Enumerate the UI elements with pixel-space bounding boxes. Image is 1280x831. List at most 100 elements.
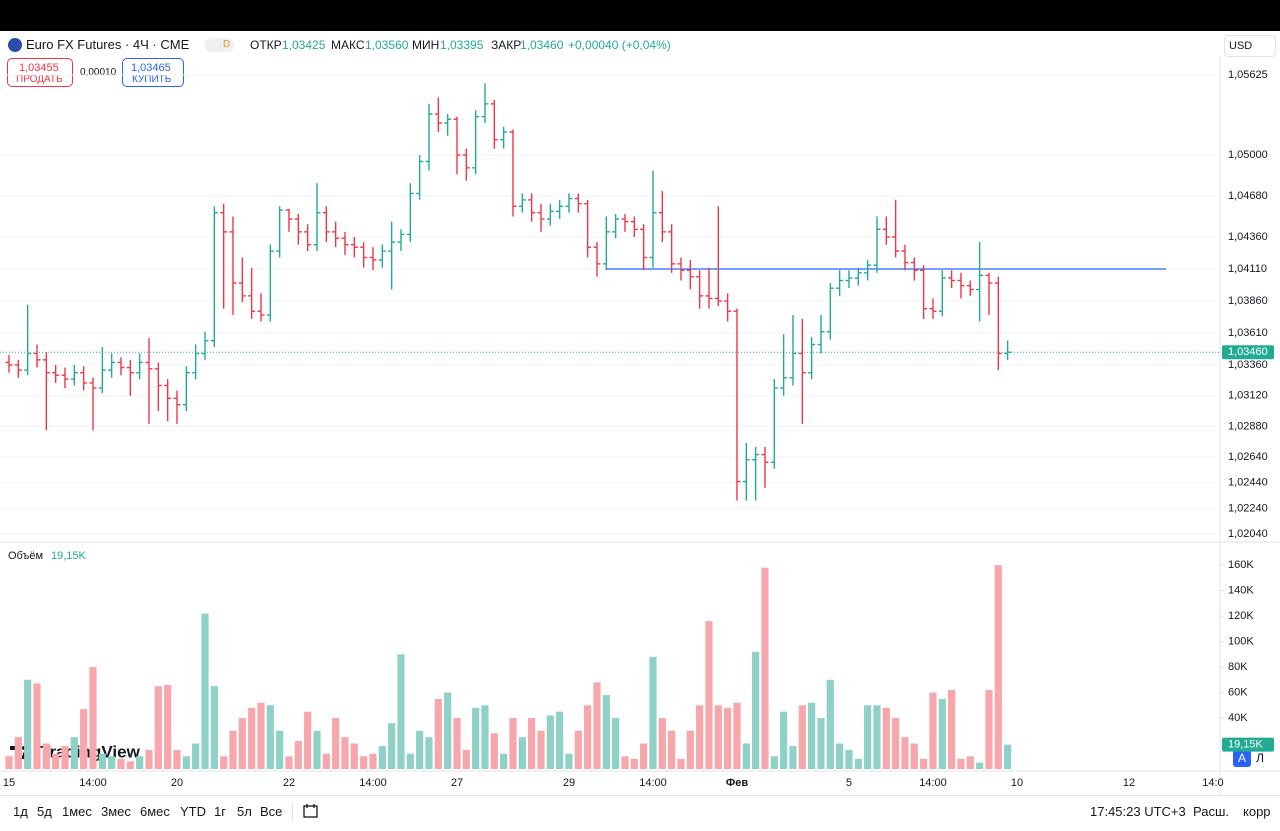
volume-bar — [210, 686, 218, 769]
volume-bar — [761, 567, 769, 769]
range-button[interactable]: 6мес — [140, 804, 170, 819]
volume-bar — [892, 718, 900, 769]
volume-bar — [70, 737, 78, 769]
volume-bar — [294, 740, 302, 769]
currency-box[interactable] — [1224, 35, 1276, 57]
chart: Объём 19,15K TradingView A Л 1,056251,05… — [0, 57, 1280, 795]
sell-button[interactable] — [7, 58, 73, 87]
log-label[interactable]: Л — [1256, 751, 1264, 765]
volume-bar — [630, 758, 638, 769]
adj-button[interactable]: корр — [1243, 804, 1271, 819]
volume-tag — [1222, 737, 1274, 752]
y-tick-label: 1,02440 — [1228, 477, 1268, 489]
volume-bar — [1004, 744, 1012, 769]
range-button[interactable]: 1д — [13, 804, 28, 819]
currency: USD — [1229, 40, 1253, 52]
volume-title: Объём — [8, 550, 43, 562]
range-button[interactable]: 3мес — [101, 804, 131, 819]
volume-bar — [593, 682, 601, 769]
volume-bar — [173, 749, 181, 769]
volume-bar — [612, 718, 620, 769]
volume-bar — [406, 753, 414, 769]
range-button[interactable]: 5л — [237, 804, 252, 819]
buy-button[interactable] — [122, 58, 184, 87]
volume-bar — [89, 667, 97, 769]
auto-button[interactable] — [1233, 750, 1251, 767]
volume-bar — [780, 711, 788, 769]
volume-bar — [705, 621, 713, 769]
y-tick-label: 1,04360 — [1228, 231, 1268, 243]
volume-bar — [574, 730, 582, 769]
x-tick-label: Фев — [726, 777, 749, 789]
y-tick-label: 40K — [1228, 712, 1248, 724]
open-value: 1,03425 — [282, 38, 326, 52]
volume-bar — [528, 718, 536, 769]
y-tick-label: 160K — [1228, 559, 1254, 571]
volume-bar — [556, 711, 564, 769]
clock: 17:45:23 UTC+3 — [1090, 804, 1186, 819]
range-button[interactable]: 5д — [37, 804, 52, 819]
volume-bar — [108, 756, 116, 769]
close-value: 1,03460 — [520, 38, 564, 52]
volume-bar — [770, 756, 778, 769]
volume-bar — [808, 702, 816, 769]
volume-bar — [668, 730, 676, 769]
range-button[interactable]: 1г — [214, 804, 226, 819]
volume-bar — [229, 730, 237, 769]
badge: D — [223, 39, 231, 50]
range-button[interactable]: 1мес — [62, 804, 92, 819]
low-label: МИН — [412, 38, 440, 52]
volume-bar — [845, 749, 853, 769]
y-tick-label: 1,03360 — [1228, 359, 1268, 371]
volume-bar — [882, 707, 890, 769]
buy-label: КУПИТЬ — [132, 74, 172, 85]
range-button[interactable]: YTD — [180, 804, 206, 819]
volume-bar — [976, 762, 984, 769]
y-tick-label: 1,03120 — [1228, 390, 1268, 402]
volume-bar — [145, 749, 153, 769]
range-button[interactable]: Все — [260, 804, 283, 819]
x-tick-label: 5 — [846, 777, 852, 789]
volume-bar — [658, 718, 666, 769]
volume-bar — [136, 756, 144, 769]
volume-bar — [938, 698, 946, 769]
volume-bar — [472, 707, 480, 769]
y-tick-label: 1,05625 — [1228, 69, 1268, 81]
volume-bar — [5, 756, 13, 769]
x-tick-label: 14:00 — [359, 777, 387, 789]
change: +0,00040 (+0,04%) — [568, 38, 671, 52]
volume-bar — [350, 743, 358, 769]
volume-bar — [686, 730, 694, 769]
volume-bar — [313, 730, 321, 769]
volume-bar — [397, 654, 405, 769]
calendar-icon[interactable] — [302, 802, 320, 820]
y-tick-label: 140K — [1228, 584, 1254, 596]
symbol[interactable]: Euro FX Futures · 4Ч · CME — [26, 37, 190, 52]
low-value: 1,03395 — [440, 38, 484, 52]
volume-bar — [640, 743, 648, 769]
volume-bar — [453, 718, 461, 769]
bottom-toolbar — [0, 795, 1280, 831]
volume-bar — [836, 743, 844, 769]
volume-bar — [546, 715, 554, 769]
x-tick-label: 10 — [1011, 777, 1023, 789]
volume-bar — [98, 753, 106, 769]
volume-bar — [490, 733, 498, 769]
volume-bar — [854, 758, 862, 769]
volume-bar — [677, 758, 685, 769]
ext-button[interactable]: Расш. — [1193, 804, 1230, 819]
volume-bar — [248, 707, 256, 769]
last-price-tag — [1222, 345, 1274, 360]
volume-bar — [42, 743, 50, 769]
volume-bar — [388, 723, 396, 769]
sell-label: ПРОДАТЬ — [16, 74, 63, 85]
volume-bar — [14, 737, 22, 769]
y-tick-label: 1,04680 — [1228, 190, 1268, 202]
volume-bar — [565, 753, 573, 769]
volume-bar — [266, 705, 274, 769]
symbol-icon — [8, 38, 22, 52]
volume-bar — [733, 702, 741, 769]
y-tick-label: 1,02880 — [1228, 420, 1268, 432]
badge-bg — [204, 38, 234, 52]
